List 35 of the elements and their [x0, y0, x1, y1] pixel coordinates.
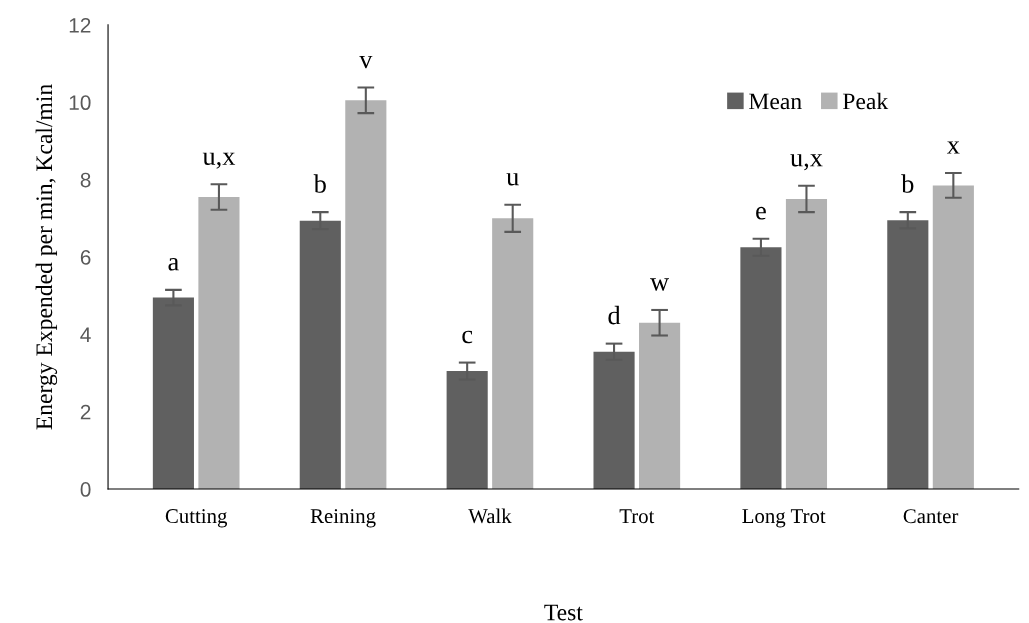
x-tick-label: Canter	[903, 509, 959, 524]
bar	[492, 218, 534, 490]
x-axis-title: Test	[544, 604, 583, 621]
x-tick-label: Cutting	[165, 509, 228, 528]
data-label: b	[901, 174, 914, 193]
data-label: b	[313, 174, 326, 193]
y-tick-label: 4	[80, 327, 91, 342]
data-label: e	[756, 206, 766, 220]
data-label: w	[650, 278, 669, 291]
bar	[785, 198, 828, 490]
bar	[345, 100, 387, 490]
data-label: u,x	[790, 154, 823, 171]
data-label: c	[462, 330, 473, 344]
legend-label: Peak	[842, 92, 889, 110]
x-tick-label: Reining	[310, 509, 376, 528]
bar	[639, 322, 681, 490]
y-tick-label: 10	[69, 95, 91, 111]
data-label: x	[946, 141, 960, 154]
x-tick-label: Walk	[468, 508, 512, 524]
y-tick-label: 12	[69, 17, 91, 33]
y-tick-label: 0	[80, 482, 91, 497]
legend-label: Mean	[749, 93, 802, 110]
data-label: v	[359, 55, 373, 69]
data-label: a	[168, 257, 179, 271]
bar	[198, 197, 240, 490]
y-tick-label: 8	[80, 172, 91, 188]
bar	[932, 185, 974, 490]
data-label: d	[608, 305, 621, 325]
data-label: u,x	[202, 152, 236, 169]
x-tick-label: Trot	[619, 509, 655, 524]
y-tick-label: 2	[80, 404, 91, 420]
x-tick-label: Long Trot	[742, 509, 826, 528]
y-tick-label: 6	[80, 249, 91, 265]
y-axis-title: Energy Expended per min, Kcal/min	[35, 84, 58, 430]
data-label: u	[506, 173, 519, 186]
